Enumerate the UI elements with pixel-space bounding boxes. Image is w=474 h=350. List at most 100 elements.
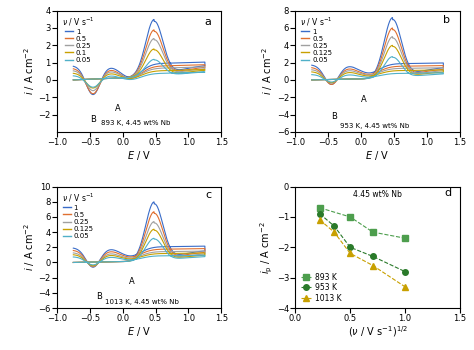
- 0.125: [425, 71, 431, 76]
- 0.05: [128, 77, 134, 82]
- 0.05: [153, 254, 158, 258]
- 0.5: [151, 210, 157, 214]
- 0.05: [90, 263, 96, 267]
- 0.125: [391, 69, 397, 73]
- 1: [123, 253, 129, 257]
- 1: [177, 252, 183, 257]
- Text: b: b: [443, 15, 450, 25]
- 0.1: [151, 47, 157, 51]
- 893 K: [317, 206, 323, 210]
- 1: [97, 77, 103, 81]
- 0.125: [177, 255, 183, 259]
- 1: [153, 245, 158, 249]
- 0.25: [425, 70, 431, 75]
- 0.5: [367, 72, 373, 76]
- Y-axis label: $\mathit{i}$ / A cm$^{-2}$: $\mathit{i}$ / A cm$^{-2}$: [261, 47, 275, 95]
- 0.125: [71, 253, 76, 257]
- Legend: 893 K, 953 K, 1013 K: 893 K, 953 K, 1013 K: [299, 271, 343, 304]
- Line: 0.05: 0.05: [312, 57, 443, 82]
- 1: [90, 265, 96, 269]
- 1: [128, 75, 134, 79]
- 0.125: [328, 80, 334, 85]
- 0.125: [71, 260, 76, 265]
- 0.25: [309, 68, 315, 72]
- 1: [71, 64, 76, 68]
- 0.05: [97, 260, 103, 264]
- 0.05: [391, 71, 397, 76]
- 1: [391, 62, 397, 66]
- 1: [187, 66, 192, 70]
- 0.25: [128, 256, 134, 260]
- Line: 0.05: 0.05: [73, 60, 205, 87]
- 1013 K: [370, 264, 376, 268]
- 0.5: [391, 65, 397, 69]
- 0.25: [362, 72, 368, 77]
- 1: [309, 78, 315, 82]
- 0.25: [71, 260, 76, 265]
- 0.25: [153, 66, 158, 71]
- 0.05: [128, 258, 134, 262]
- 0.125: [123, 257, 129, 261]
- Line: 0.5: 0.5: [73, 212, 205, 267]
- 1013 K: [347, 251, 353, 256]
- 893 K: [402, 236, 408, 240]
- 0.1: [177, 71, 183, 75]
- 1: [425, 68, 431, 72]
- 0.05: [309, 78, 315, 82]
- 0.5: [71, 67, 76, 71]
- 0.05: [123, 258, 129, 262]
- 0.5: [97, 77, 103, 81]
- 0.25: [309, 78, 315, 82]
- 1013 K: [331, 230, 337, 234]
- 0.5: [90, 265, 96, 269]
- 0.5: [390, 26, 395, 30]
- X-axis label: $\mathit{E}$ / V: $\mathit{E}$ / V: [127, 148, 151, 162]
- Y-axis label: $\mathit{i}$ / A cm$^{-2}$: $\mathit{i}$ / A cm$^{-2}$: [22, 223, 37, 271]
- 0.5: [153, 247, 158, 252]
- Line: 1: 1: [73, 202, 205, 267]
- 0.125: [367, 74, 373, 78]
- X-axis label: $\mathit{E}$ / V: $\mathit{E}$ / V: [365, 148, 390, 162]
- 0.25: [416, 71, 421, 76]
- 0.5: [128, 255, 134, 259]
- 1: [128, 254, 134, 258]
- 1: [123, 74, 129, 78]
- 0.5: [177, 253, 183, 258]
- 0.05: [97, 77, 103, 81]
- Line: 893 K: 893 K: [317, 205, 408, 241]
- 0.5: [71, 248, 76, 253]
- 1: [362, 70, 368, 75]
- 0.5: [97, 260, 103, 264]
- 0.125: [309, 70, 315, 74]
- Text: A: A: [361, 94, 367, 104]
- 0.05: [71, 260, 76, 265]
- 1013 K: [317, 218, 323, 222]
- 0.5: [123, 76, 129, 80]
- 0.25: [187, 68, 192, 72]
- 0.25: [90, 89, 96, 93]
- 0.5: [309, 66, 315, 70]
- 893 K: [370, 230, 376, 234]
- 0.05: [177, 72, 183, 76]
- 953 K: [370, 254, 376, 259]
- Text: 1013 K, 4.45 wt% Nb: 1013 K, 4.45 wt% Nb: [105, 299, 179, 305]
- 0.25: [391, 66, 397, 71]
- Line: 1: 1: [73, 20, 205, 94]
- 0.1: [71, 78, 76, 82]
- 1: [71, 246, 76, 250]
- 0.25: [123, 76, 129, 80]
- 0.25: [390, 35, 395, 39]
- 0.125: [97, 260, 103, 264]
- 1: [151, 18, 157, 22]
- 0.5: [416, 70, 421, 75]
- Text: 893 K, 4.45 wt% Nb: 893 K, 4.45 wt% Nb: [101, 120, 171, 126]
- 0.05: [425, 73, 431, 77]
- 0.05: [336, 77, 341, 82]
- 0.05: [187, 71, 192, 75]
- 1: [309, 63, 315, 67]
- Line: 0.125: 0.125: [73, 229, 205, 266]
- Line: 0.25: 0.25: [73, 222, 205, 266]
- 953 K: [402, 270, 408, 274]
- 0.05: [71, 74, 76, 78]
- Text: B: B: [331, 112, 337, 121]
